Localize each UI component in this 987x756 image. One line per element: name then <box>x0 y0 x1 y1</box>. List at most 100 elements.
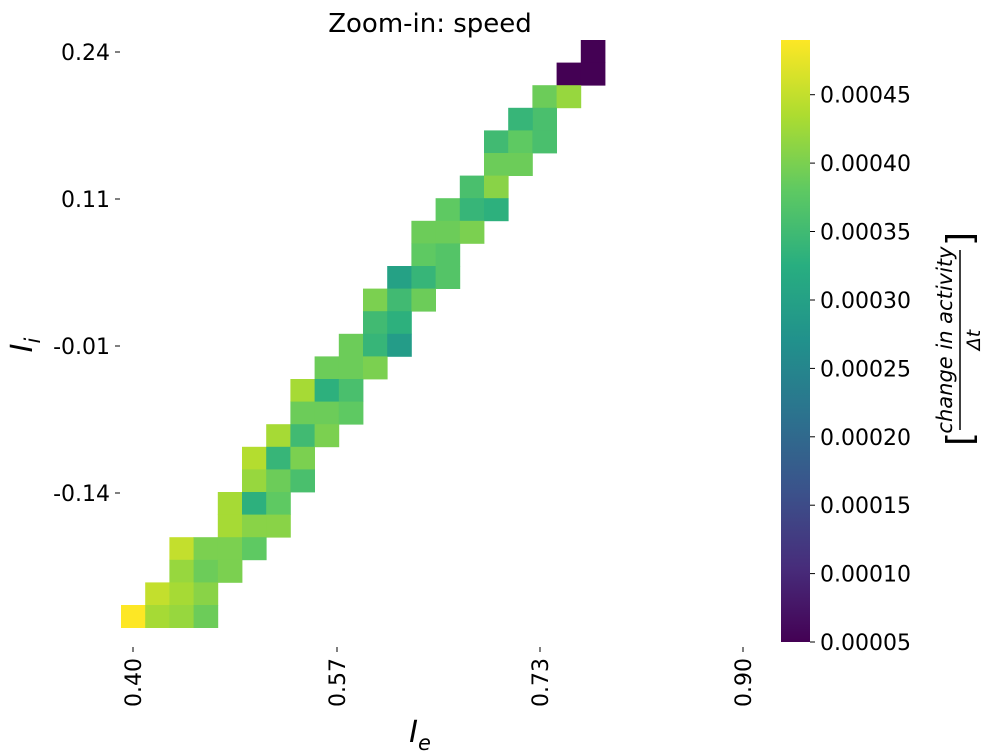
x-tick-label: 0.40 <box>122 658 147 707</box>
y-axis-label-base: I <box>5 343 40 352</box>
heatmap-cell <box>363 288 388 312</box>
colorbar-tick-label: 0.00005 <box>820 631 911 656</box>
heatmap-cell <box>266 514 291 538</box>
heatmap-cell <box>193 605 219 628</box>
heatmap-cell <box>484 153 509 176</box>
colorbar-label-bracket-open: [ <box>940 432 981 446</box>
heatmap-cell <box>217 514 243 538</box>
colorbar-tick-label: 0.00015 <box>820 494 911 519</box>
chart-title: Zoom-in: speed <box>328 9 532 39</box>
heatmap-cell <box>242 469 267 493</box>
heatmap-cell <box>459 175 485 199</box>
heatmap-cell <box>314 356 340 380</box>
heatmap-cell <box>266 469 291 493</box>
heatmap-cell <box>193 537 219 561</box>
heatmap-cell <box>169 605 194 628</box>
colorbar-tick-label: 0.00035 <box>820 221 911 246</box>
y-tick-label: -0.01 <box>53 335 110 360</box>
y-tick-label: 0.11 <box>61 188 110 213</box>
y-tick-label: 0.24 <box>61 41 110 66</box>
x-tick-label: 0.57 <box>326 658 351 707</box>
heatmap-cell <box>290 446 315 470</box>
heatmap-cell <box>193 582 219 606</box>
heatmap-cell <box>435 266 461 289</box>
x-axis-ticks: 0.40 0.57 0.73 0.90 <box>122 647 757 707</box>
heatmap-cell <box>508 107 533 131</box>
heatmap-cell <box>435 243 461 267</box>
colorbar-tick-label: 0.00020 <box>820 426 911 451</box>
heatmap-cell <box>242 514 267 538</box>
heatmap-cell <box>193 559 219 583</box>
colorbar-label: [ change in activity Δt ] <box>933 232 985 446</box>
heatmap-cell <box>217 559 243 583</box>
heatmap-cell <box>217 537 243 561</box>
heatmap-cell <box>411 266 436 289</box>
colorbar-tick-label: 0.00030 <box>820 289 911 314</box>
colorbar-label-numerator: change in activity <box>933 246 957 434</box>
y-axis-label-subscript: i <box>21 337 45 343</box>
heatmap-cell <box>121 605 146 628</box>
colorbar-label-bracket-close: ] <box>940 232 981 246</box>
heatmap-cell <box>363 333 388 357</box>
heatmap-cell <box>338 379 364 402</box>
x-axis-label: Ie <box>409 715 431 755</box>
heatmap-cell <box>532 107 557 131</box>
colorbar <box>781 40 810 642</box>
heatmap-cell <box>338 333 364 357</box>
heatmap-cell <box>459 198 485 222</box>
heatmap-cell <box>338 356 364 380</box>
y-axis-ticks: 0.24 0.11 -0.01 -0.14 <box>53 41 120 507</box>
colorbar-tick-label: 0.00010 <box>820 563 911 588</box>
heatmap-cell <box>314 401 340 425</box>
y-tick-label: -0.14 <box>53 482 110 507</box>
heatmap-cell <box>532 130 557 154</box>
heatmap-cell <box>217 492 243 515</box>
heatmap-cell <box>314 379 340 402</box>
heatmap-cell <box>242 492 267 515</box>
heatmap-cell <box>169 537 194 561</box>
heatmap-cell <box>508 130 533 154</box>
heatmap-cell <box>290 469 315 493</box>
x-axis-label-subscript: e <box>418 731 431 755</box>
heatmap-cell <box>435 198 461 222</box>
heatmap-cell <box>266 492 291 515</box>
x-tick-label: 0.73 <box>529 658 554 707</box>
x-tick-label: 0.90 <box>732 658 757 707</box>
colorbar-label-denominator: Δt <box>963 328 985 352</box>
heatmap-cell <box>387 266 412 289</box>
heatmap-cell <box>484 198 509 222</box>
heatmap-cell <box>580 40 606 63</box>
heatmap-cell <box>145 582 170 606</box>
heatmap-cell <box>411 288 436 312</box>
heatmap-cells <box>121 40 606 628</box>
heatmap-cell <box>290 379 315 402</box>
heatmap-cell <box>484 175 509 199</box>
colorbar-tick-label: 0.00025 <box>820 357 911 382</box>
heatmap-cell <box>580 62 606 86</box>
heatmap-cell <box>532 85 557 109</box>
heatmap-cell <box>435 220 461 244</box>
heatmap-cell <box>411 243 436 267</box>
heatmap-cell <box>169 559 194 583</box>
heatmap-cell <box>242 446 267 470</box>
heatmap-cell <box>484 130 509 154</box>
heatmap-cell <box>363 311 388 335</box>
heatmap-cell <box>363 356 388 380</box>
heatmap-cell <box>556 62 582 86</box>
heatmap-cell <box>266 424 291 448</box>
heatmap-cell <box>387 333 412 357</box>
heatmap-cell <box>266 446 291 470</box>
heatmap-cell <box>290 424 315 448</box>
colorbar-tick-label: 0.00040 <box>820 152 911 177</box>
heatmap-cell <box>459 220 485 244</box>
heatmap-cell <box>338 401 364 425</box>
heatmap-cell <box>411 220 436 244</box>
heatmap-cell <box>314 424 340 448</box>
heatmap-cell <box>169 582 194 606</box>
heatmap-cell <box>145 605 170 628</box>
heatmap-cell <box>508 153 533 176</box>
heatmap-cell <box>556 85 582 109</box>
colorbar-tick-label: 0.00045 <box>820 84 911 109</box>
y-axis-label: Ii <box>5 337 45 352</box>
